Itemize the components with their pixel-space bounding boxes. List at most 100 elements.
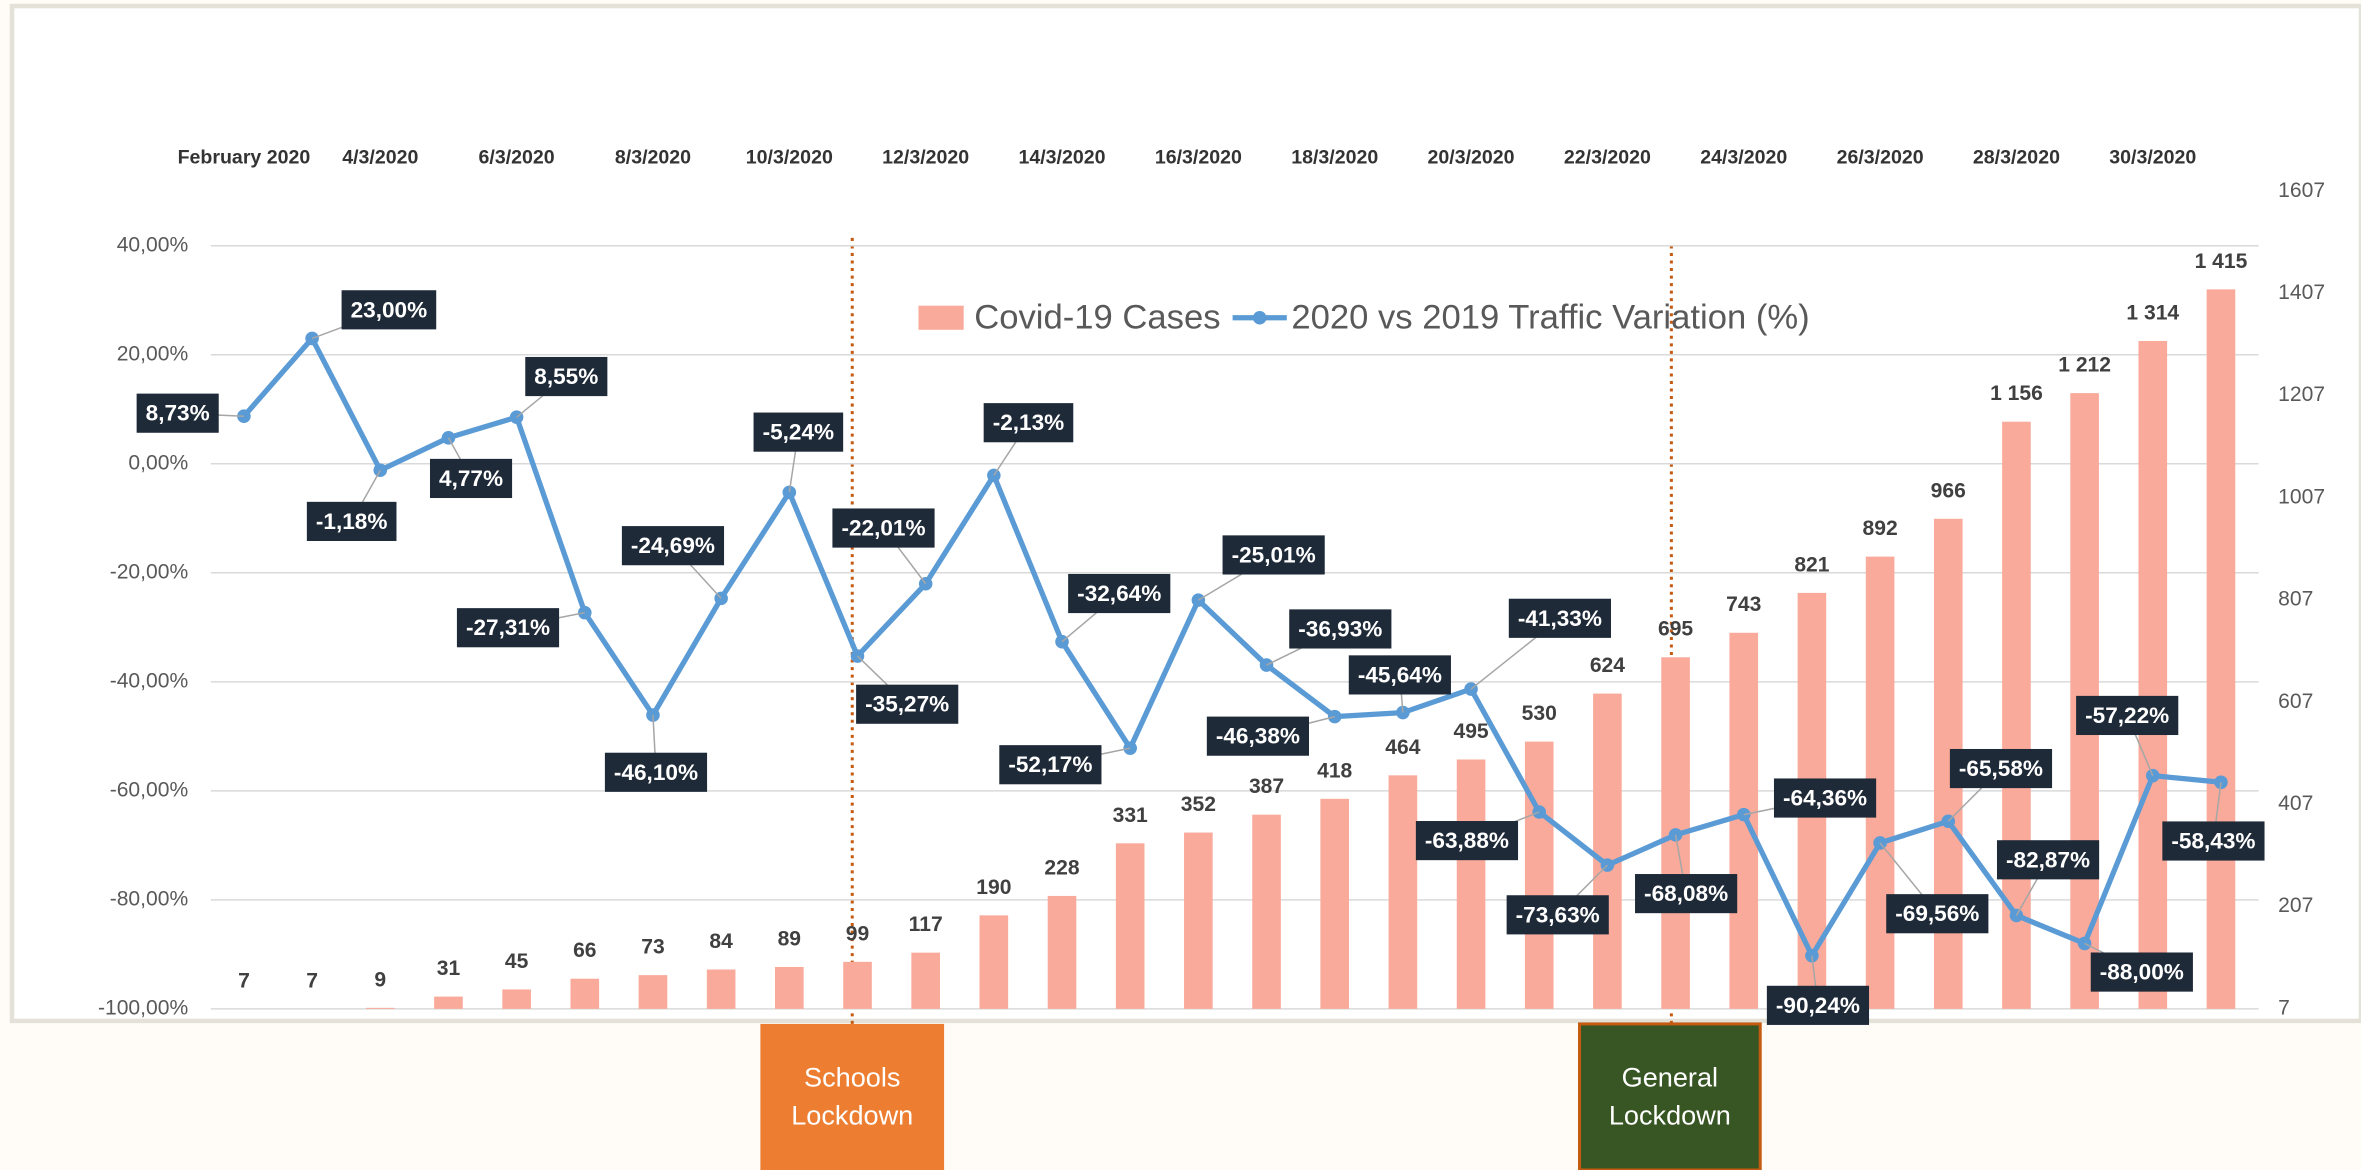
line-label: -1,18% bbox=[316, 509, 388, 534]
legend-label: Covid-19 Cases bbox=[974, 298, 1220, 336]
line-label-box bbox=[621, 526, 725, 566]
bar bbox=[502, 989, 531, 1009]
bar-label: 1 212 bbox=[2058, 354, 2111, 377]
line-label: -88,00% bbox=[2100, 960, 2184, 985]
y-tick-label: -20,00% bbox=[110, 560, 189, 583]
bar-label: 352 bbox=[1181, 793, 1216, 816]
x-tick-label: 8/3/2020 bbox=[615, 146, 691, 168]
line-label: -69,56% bbox=[1895, 901, 1979, 926]
line-label-box bbox=[1348, 655, 1451, 695]
line-label: 8,55% bbox=[534, 364, 598, 389]
line-label-box bbox=[341, 290, 437, 330]
line-label: -63,88% bbox=[1425, 828, 1509, 853]
x-tick-label: 22/3/2020 bbox=[1564, 146, 1651, 168]
line-label: -36,93% bbox=[1298, 616, 1382, 641]
bar-label: 387 bbox=[1249, 775, 1284, 798]
bar-label: 66 bbox=[573, 939, 596, 962]
bar bbox=[911, 952, 940, 1009]
x-tick-label: 18/3/2020 bbox=[1291, 146, 1378, 168]
bar bbox=[1524, 741, 1554, 1009]
line-label: -41,33% bbox=[1518, 606, 1602, 631]
line-label-box bbox=[429, 458, 513, 499]
bar-label: 495 bbox=[1453, 720, 1488, 743]
bar bbox=[775, 966, 804, 1009]
x-tick-label: 28/3/2020 bbox=[1973, 146, 2060, 168]
line-label-box bbox=[753, 412, 844, 452]
y-tick-label: 0,00% bbox=[128, 451, 188, 474]
line bbox=[241, 335, 2222, 959]
bar-label: 228 bbox=[1044, 856, 1079, 879]
line-label: -22,01% bbox=[841, 516, 925, 541]
bar bbox=[1252, 814, 1281, 1009]
line-label-box bbox=[1996, 840, 2100, 880]
line-label-box bbox=[306, 501, 397, 541]
x-tick-label: 24/3/2020 bbox=[1700, 146, 1787, 168]
line-label-box bbox=[1222, 535, 1325, 575]
bar bbox=[1115, 843, 1145, 1009]
x-tick-label: 14/3/2020 bbox=[1018, 146, 1105, 168]
line-label-box bbox=[2162, 821, 2265, 861]
bar-label: 7 bbox=[238, 969, 250, 992]
legend-swatch bbox=[1252, 310, 1267, 325]
line-label-box bbox=[2090, 952, 2193, 992]
y-tick-label: -60,00% bbox=[110, 778, 189, 801]
bar-label: 9 bbox=[374, 968, 386, 991]
x-tick-label: 12/3/2020 bbox=[882, 146, 969, 168]
annotation-box bbox=[1578, 1022, 1762, 1170]
annotation-box bbox=[760, 1023, 945, 1170]
bar-label: 1 314 bbox=[2126, 301, 2179, 324]
line-point bbox=[578, 605, 592, 620]
line-label-box bbox=[1949, 748, 2053, 789]
annotation: General Lockdown bbox=[1609, 1062, 1731, 1131]
bar bbox=[979, 915, 1009, 1009]
line-point bbox=[373, 463, 388, 477]
bar-label: 821 bbox=[1794, 553, 1829, 576]
line-label: -24,69% bbox=[631, 533, 715, 558]
line-label-box bbox=[604, 752, 708, 792]
line-label-box bbox=[1068, 573, 1171, 614]
line-label-box bbox=[2076, 695, 2179, 736]
bar-label: 73 bbox=[641, 936, 664, 959]
x-tick-label: 10/3/2020 bbox=[746, 146, 833, 168]
y2-tick-label: 607 bbox=[2278, 690, 2313, 713]
line-label: -25,01% bbox=[1232, 542, 1316, 567]
line-label: -27,31% bbox=[466, 615, 550, 640]
line-point bbox=[2214, 775, 2228, 790]
line-label: 8,73% bbox=[146, 401, 210, 426]
y2-tick-label: 1007 bbox=[2278, 485, 2325, 508]
line-label-box bbox=[456, 608, 560, 648]
line-label: -32,64% bbox=[1077, 581, 1161, 606]
x-tick-label: 30/3/2020 bbox=[2109, 146, 2196, 168]
line-label-box bbox=[525, 356, 608, 397]
x-tick-label: 6/3/2020 bbox=[479, 146, 555, 168]
line-label: -64,36% bbox=[1783, 786, 1867, 811]
y-tick-label: -100,00% bbox=[98, 996, 188, 1019]
bar-label: 530 bbox=[1522, 702, 1557, 725]
bar bbox=[843, 961, 872, 1009]
bar-label: 117 bbox=[909, 913, 943, 936]
y2-tick-label: 1207 bbox=[2278, 383, 2325, 406]
y-tick-label: 40,00% bbox=[117, 233, 189, 256]
y2-tick-label: 1607 bbox=[2278, 179, 2325, 202]
bar bbox=[2206, 289, 2236, 1009]
y2-tick-label: 407 bbox=[2278, 792, 2313, 815]
bar-label: 1 415 bbox=[2195, 250, 2248, 273]
bar-label: 418 bbox=[1317, 759, 1352, 782]
line-label-box bbox=[1206, 716, 1310, 756]
line-label-box bbox=[856, 684, 959, 724]
line-point bbox=[1532, 805, 1547, 819]
y2-tick-label: 207 bbox=[2278, 894, 2313, 917]
bar-label: 624 bbox=[1590, 654, 1625, 677]
bar bbox=[1593, 693, 1622, 1009]
bar bbox=[570, 978, 600, 1009]
x-tick-label: 20/3/2020 bbox=[1428, 146, 1515, 168]
line-label: -57,22% bbox=[2085, 703, 2169, 728]
line-label-box bbox=[1766, 985, 1870, 1025]
y-tick-label: 20,00% bbox=[117, 342, 189, 365]
x-tick-label: 4/3/2020 bbox=[342, 146, 418, 168]
bar bbox=[638, 975, 668, 1009]
line-label: 23,00% bbox=[351, 297, 428, 322]
line-label-box bbox=[999, 745, 1102, 785]
